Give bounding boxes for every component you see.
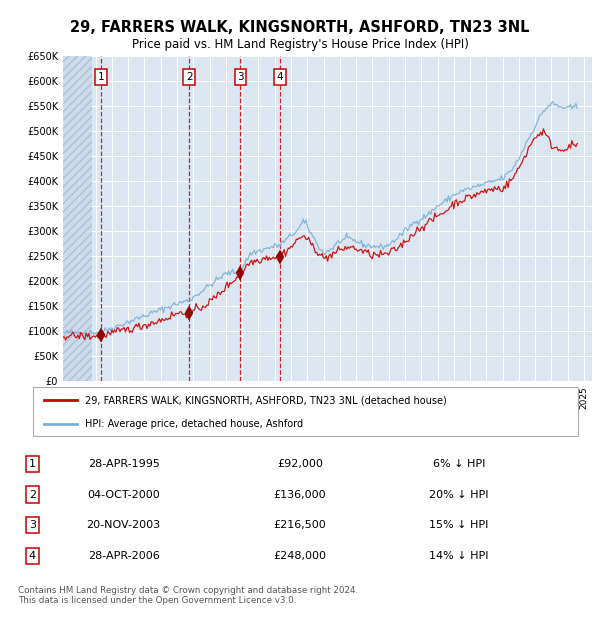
Text: Price paid vs. HM Land Registry's House Price Index (HPI): Price paid vs. HM Land Registry's House … — [131, 38, 469, 51]
Text: 6% ↓ HPI: 6% ↓ HPI — [433, 459, 485, 469]
Text: 3: 3 — [29, 520, 36, 530]
Bar — [179, 56, 199, 381]
Text: 29, FARRERS WALK, KINGSNORTH, ASHFORD, TN23 3NL: 29, FARRERS WALK, KINGSNORTH, ASHFORD, T… — [70, 20, 530, 35]
Text: 1: 1 — [97, 72, 104, 82]
Text: 4: 4 — [29, 551, 36, 561]
Text: Contains HM Land Registry data © Crown copyright and database right 2024.
This d: Contains HM Land Registry data © Crown c… — [18, 586, 358, 605]
FancyBboxPatch shape — [33, 388, 578, 436]
Bar — [63, 56, 92, 381]
Bar — [270, 56, 290, 381]
Bar — [231, 56, 250, 381]
Text: 20% ↓ HPI: 20% ↓ HPI — [429, 490, 488, 500]
Text: 04-OCT-2000: 04-OCT-2000 — [87, 490, 160, 500]
Text: 1: 1 — [29, 459, 36, 469]
Text: HPI: Average price, detached house, Ashford: HPI: Average price, detached house, Ashf… — [85, 419, 304, 430]
Text: 2: 2 — [186, 72, 193, 82]
Text: 20-NOV-2003: 20-NOV-2003 — [86, 520, 161, 530]
Text: 3: 3 — [237, 72, 244, 82]
Text: £248,000: £248,000 — [274, 551, 326, 561]
Bar — [91, 56, 110, 381]
Text: £92,000: £92,000 — [277, 459, 323, 469]
Text: 28-APR-2006: 28-APR-2006 — [88, 551, 160, 561]
Text: 15% ↓ HPI: 15% ↓ HPI — [429, 520, 488, 530]
Text: 4: 4 — [277, 72, 283, 82]
Text: 28-APR-1995: 28-APR-1995 — [88, 459, 160, 469]
Text: £216,500: £216,500 — [274, 520, 326, 530]
Text: 2: 2 — [29, 490, 36, 500]
Text: £136,000: £136,000 — [274, 490, 326, 500]
Text: 29, FARRERS WALK, KINGSNORTH, ASHFORD, TN23 3NL (detached house): 29, FARRERS WALK, KINGSNORTH, ASHFORD, T… — [85, 396, 447, 405]
Text: 14% ↓ HPI: 14% ↓ HPI — [429, 551, 488, 561]
